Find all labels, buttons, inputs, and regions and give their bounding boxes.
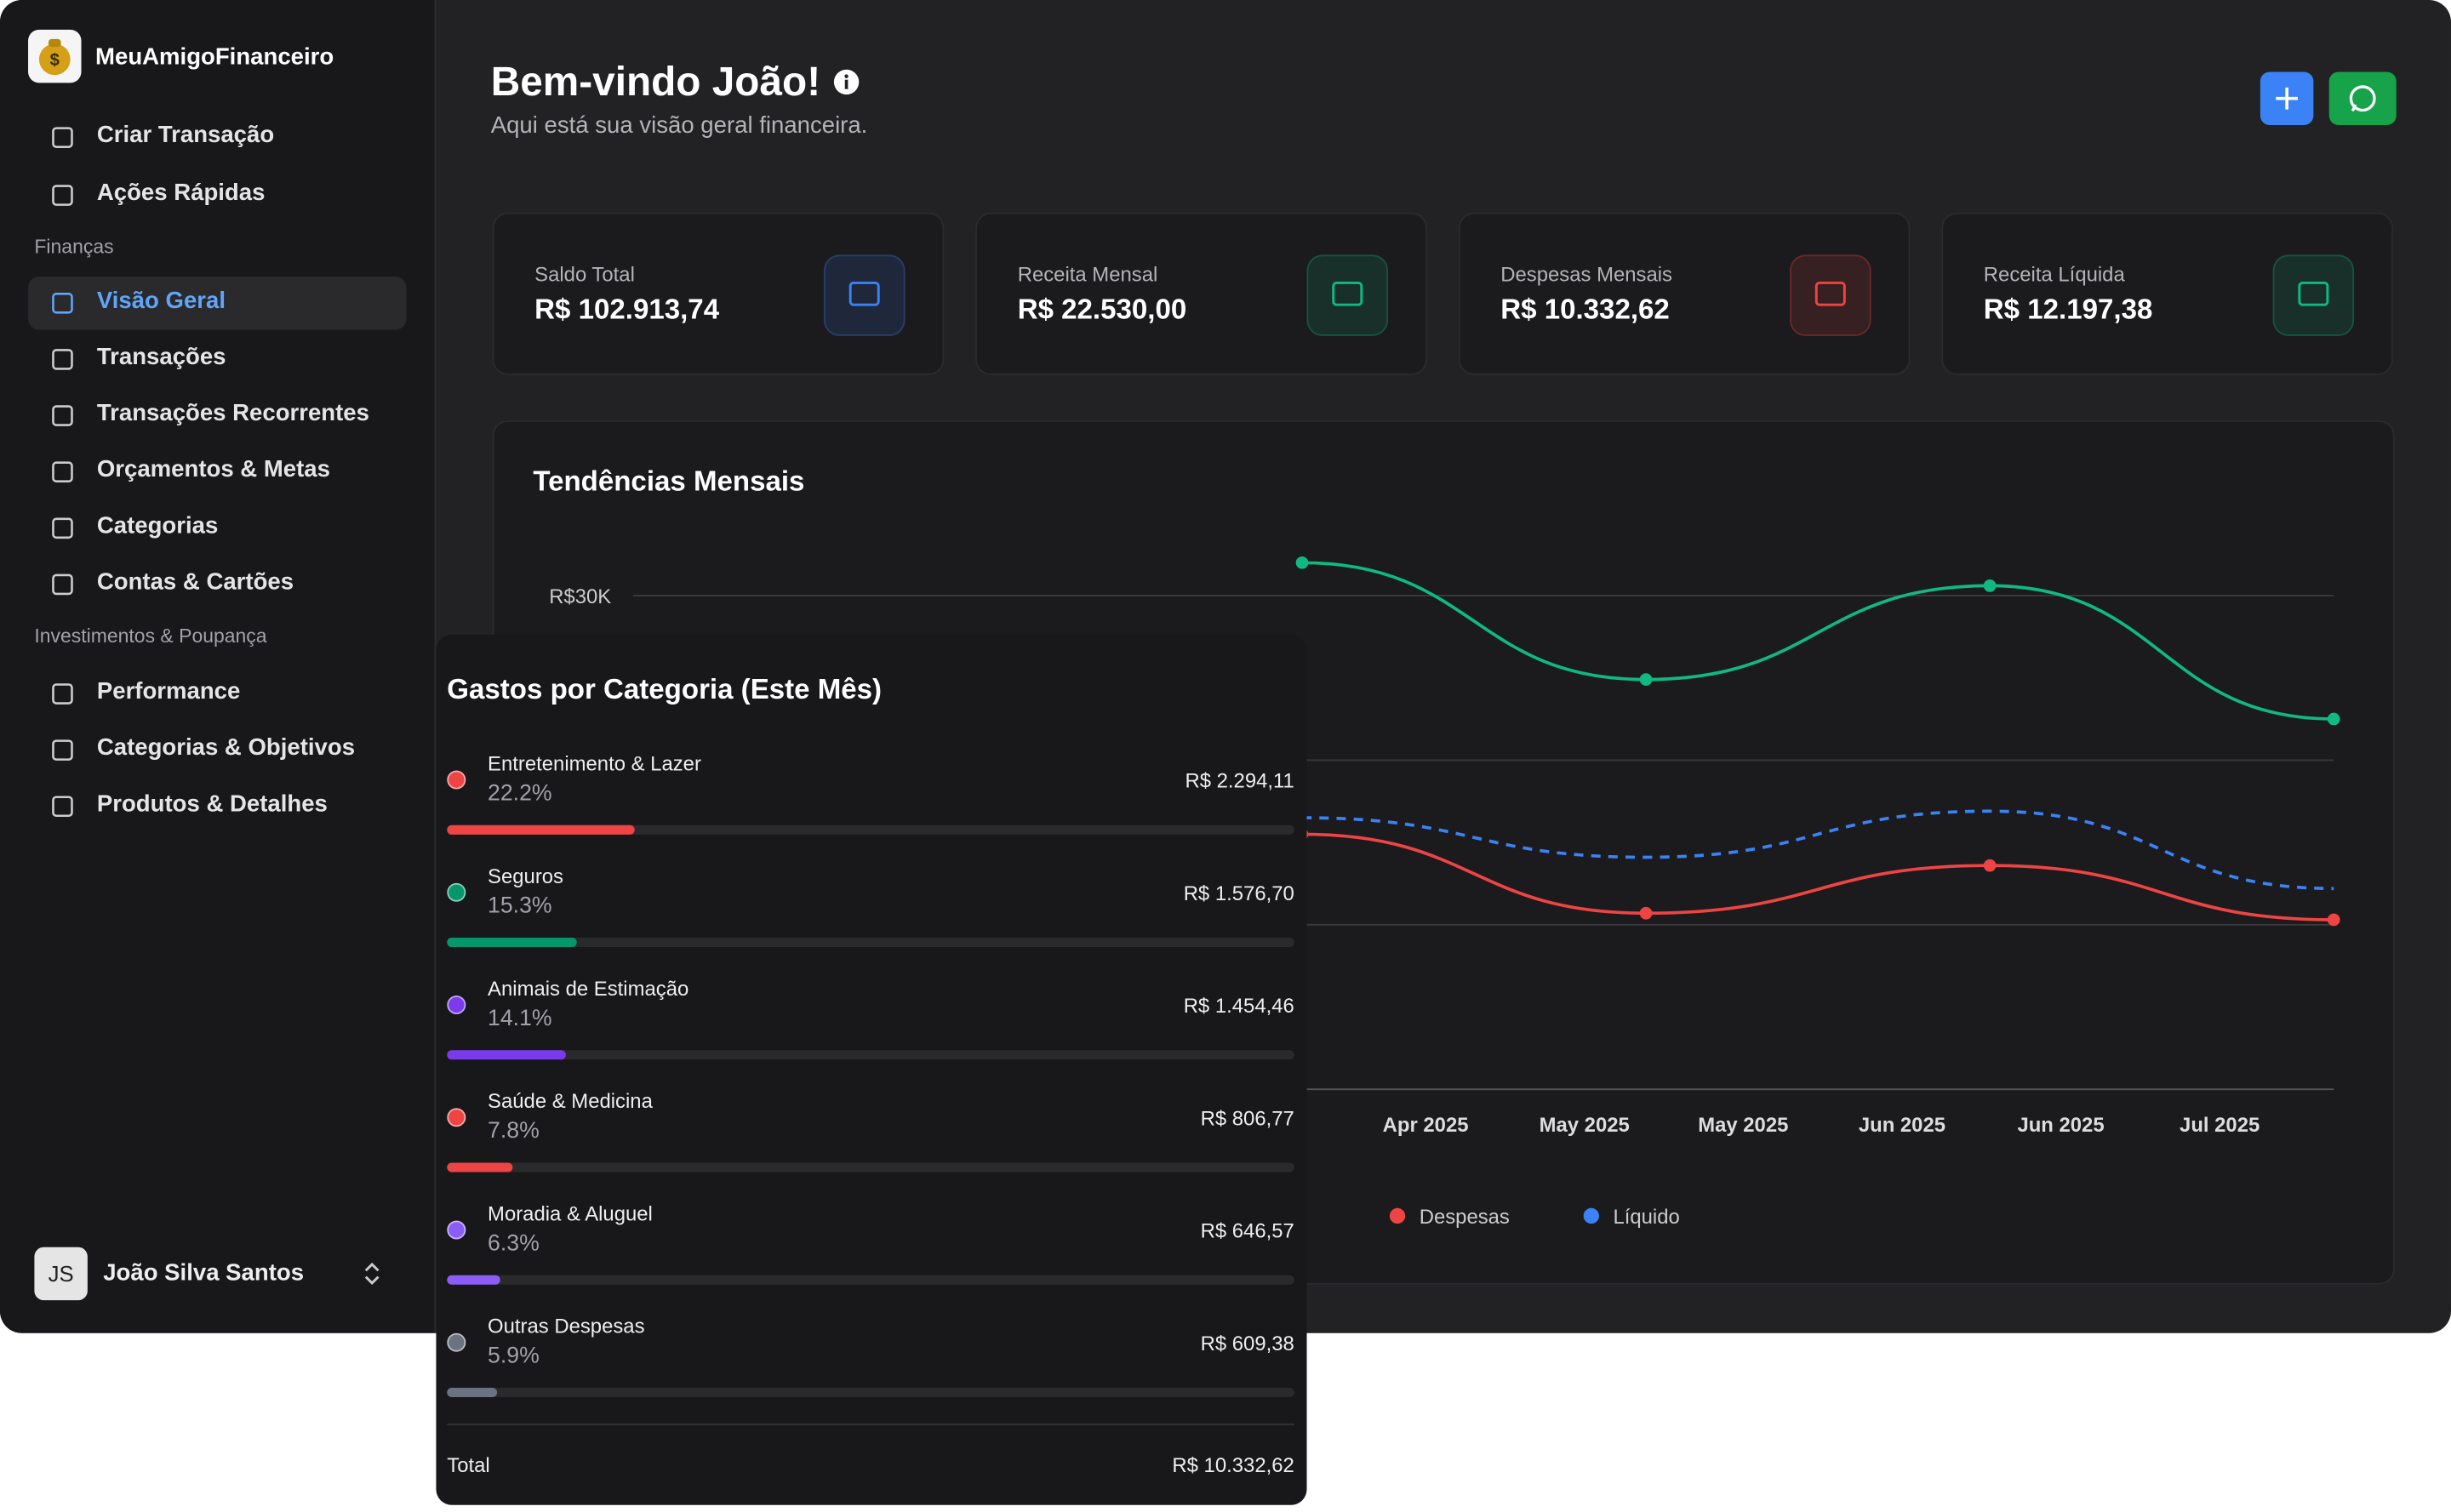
series-point	[1640, 907, 1653, 920]
category-amount: R$ 806,77	[1201, 1106, 1294, 1130]
category-percent: 15.3%	[488, 894, 552, 919]
legend-marker	[1390, 1208, 1405, 1224]
category-track	[447, 1163, 1294, 1173]
category-dot	[447, 1333, 466, 1352]
x-tick-label: Jun 2025	[2017, 1114, 2104, 1137]
category-percent: 5.9%	[488, 1344, 540, 1369]
series-point	[1984, 859, 1997, 872]
legend-label[interactable]: Despesas	[1420, 1206, 1510, 1229]
category-percent: 22.2%	[488, 781, 552, 806]
category-amount: R$ 609,38	[1201, 1332, 1294, 1355]
category-track	[447, 1275, 1294, 1285]
x-tick-label: May 2025	[1540, 1114, 1630, 1137]
category-spending-panel: Gastos por Categoria (Este Mês) Entreten…	[436, 635, 1306, 1505]
x-tick-label: Jun 2025	[1859, 1114, 1945, 1137]
y-tick-label: R$30K	[549, 585, 611, 608]
series-point	[1296, 556, 1309, 569]
series-point	[1640, 673, 1653, 686]
category-dot	[447, 771, 466, 790]
category-name: Entretenimento & Lazer	[488, 751, 701, 775]
category-percent: 14.1%	[488, 1007, 552, 1031]
series-line	[1302, 562, 2334, 719]
category-track	[447, 1050, 1294, 1059]
category-name: Animais de Estimação	[488, 977, 688, 1001]
category-dot	[447, 1108, 466, 1127]
category-track	[447, 1388, 1294, 1397]
category-dot	[447, 1220, 466, 1239]
category-percent: 6.3%	[488, 1231, 540, 1256]
x-tick-label: Jul 2025	[2180, 1114, 2260, 1137]
series-point	[1984, 579, 1997, 592]
series-point	[2328, 713, 2340, 726]
category-bar	[447, 1275, 500, 1285]
category-name: Moradia & Aluguel	[488, 1201, 653, 1225]
category-name: Outras Despesas	[488, 1315, 644, 1338]
category-panel-title: Gastos por Categoria (Este Mês)	[447, 674, 882, 707]
category-amount: R$ 646,57	[1201, 1219, 1294, 1243]
divider	[447, 1424, 1294, 1425]
category-bar	[447, 938, 576, 947]
category-track	[447, 825, 1294, 835]
category-bar	[447, 1388, 497, 1397]
total-value: R$ 10.332,62	[1172, 1453, 1294, 1477]
x-tick-label: May 2025	[1698, 1114, 1788, 1137]
category-name: Saúde & Medicina	[488, 1089, 653, 1113]
legend-marker	[1584, 1208, 1599, 1224]
category-bar	[447, 1050, 566, 1059]
series-point	[2328, 914, 2340, 927]
category-amount: R$ 1.576,70	[1184, 882, 1294, 905]
category-bar	[447, 1163, 513, 1173]
x-tick-label: Apr 2025	[1383, 1114, 1469, 1137]
series-line	[1302, 834, 2334, 920]
series-line	[1302, 811, 2334, 888]
category-dot	[447, 883, 466, 902]
category-name: Seguros	[488, 864, 563, 888]
category-dot	[447, 996, 466, 1014]
category-bar	[447, 825, 635, 835]
category-amount: R$ 2.294,11	[1185, 769, 1294, 793]
category-amount: R$ 1.454,46	[1184, 994, 1294, 1018]
total-label: Total	[447, 1453, 489, 1477]
legend-label[interactable]: Líquido	[1614, 1206, 1680, 1229]
category-track	[447, 938, 1294, 947]
category-percent: 7.8%	[488, 1119, 540, 1144]
